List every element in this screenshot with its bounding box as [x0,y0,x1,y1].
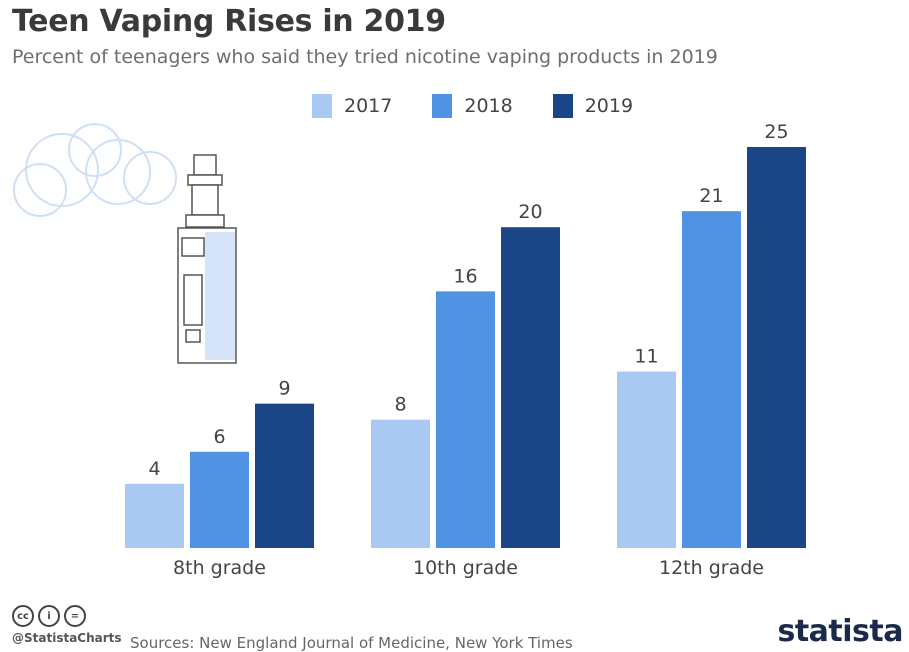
category-label-10th-grade: 10th grade [413,557,518,579]
bar-chart: 4 6 9 8 16 20 11 21 25 8th grade 10th grade 12th g… [13,121,806,579]
legend-item-2018: 2018 [432,94,513,118]
legend-label-2017: 2017 [344,95,393,117]
data-label-10th-grade-2017: 8 [394,394,406,416]
data-label-8th-grade-2017: 4 [148,458,160,480]
bar-8th-grade-2017 [125,483,184,548]
footer-license: cc i = @StatistaCharts [12,605,122,645]
bar-12th-grade-2019 [747,147,806,548]
category-label-8th-grade: 8th grade [173,557,266,579]
bar-labels-group: 4 6 9 8 16 20 11 21 25 [148,121,788,480]
data-label-12th-grade-2018: 21 [699,185,723,207]
bar-8th-grade-2019 [255,403,314,548]
legend-swatch-2017 [312,94,332,118]
bars-group [125,147,806,548]
legend-swatch-2019 [552,94,573,118]
bar-10th-grade-2019 [501,227,560,548]
chart-title: Teen Vaping Rises in 2019 [12,4,446,39]
bar-10th-grade-2018 [436,291,495,548]
legend: 2017 2018 2019 [312,93,633,119]
data-label-12th-grade-2019: 25 [764,121,788,143]
statista-logo[interactable]: statista [777,614,903,649]
cc-icon: cc [12,605,34,627]
bar-10th-grade-2017 [371,419,430,548]
data-label-10th-grade-2018: 16 [453,265,477,287]
chart-subtitle: Percent of teenagers who said they tried… [12,46,718,68]
statista-handle: @StatistaCharts [12,631,122,645]
data-label-10th-grade-2019: 20 [518,201,542,223]
legend-label-2018: 2018 [464,95,513,117]
attribution-icon: i [38,605,60,627]
data-label-8th-grade-2018: 6 [213,426,225,448]
vapor-cloud-illustration [13,123,177,217]
bar-12th-grade-2017 [617,371,676,548]
category-label-12th-grade: 12th grade [659,557,764,579]
data-label-12th-grade-2017: 11 [634,346,658,368]
legend-swatch-2018 [432,94,453,118]
sources-note: Sources: New England Journal of Medicine… [130,634,573,652]
vape-device-illustration [177,154,237,364]
legend-item-2017: 2017 [312,94,392,118]
category-labels-group: 8th grade 10th grade 12th grade [173,557,764,579]
legend-label-2019: 2019 [584,95,634,117]
no-derivatives-icon: = [64,605,86,627]
legend-item-2019: 2019 [552,94,634,118]
bar-12th-grade-2018 [682,211,741,548]
bar-8th-grade-2018 [190,451,249,548]
data-label-8th-grade-2019: 9 [278,378,290,400]
